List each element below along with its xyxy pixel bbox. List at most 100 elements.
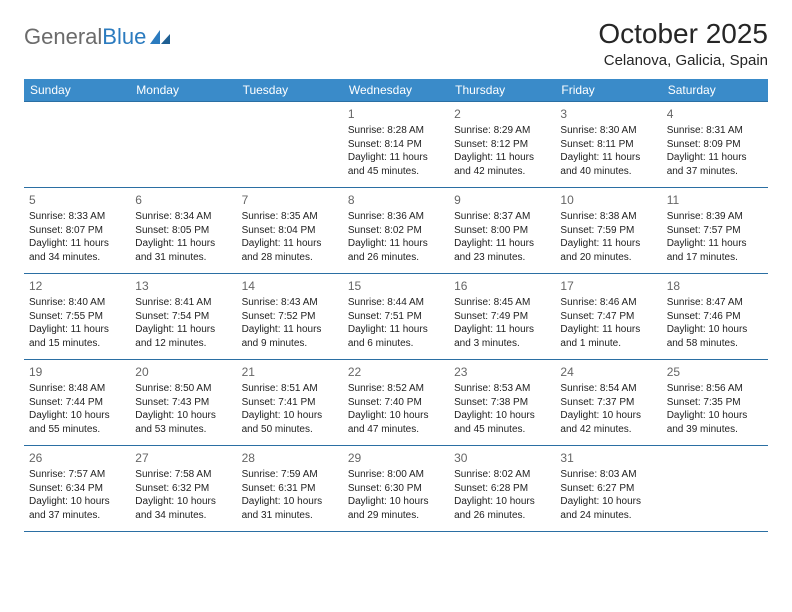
calendar-day-cell: 19Sunrise: 8:48 AMSunset: 7:44 PMDayligh… xyxy=(24,360,130,446)
sunrise-text: Sunrise: 8:54 AM xyxy=(560,382,656,396)
sunrise-text: Sunrise: 8:38 AM xyxy=(560,210,656,224)
sunset-text: Sunset: 8:04 PM xyxy=(242,224,338,238)
sunrise-text: Sunrise: 8:44 AM xyxy=(348,296,444,310)
daylight-text: Daylight: 11 hours and 12 minutes. xyxy=(135,323,231,350)
calendar-day-cell: 20Sunrise: 8:50 AMSunset: 7:43 PMDayligh… xyxy=(130,360,236,446)
sunrise-text: Sunrise: 7:58 AM xyxy=(135,468,231,482)
daylight-text: Daylight: 10 hours and 24 minutes. xyxy=(560,495,656,522)
sunrise-text: Sunrise: 8:00 AM xyxy=(348,468,444,482)
daylight-text: Daylight: 11 hours and 40 minutes. xyxy=(560,151,656,178)
brand-part2: Blue xyxy=(102,24,146,50)
calendar-day-cell: 4Sunrise: 8:31 AMSunset: 8:09 PMDaylight… xyxy=(662,102,768,188)
day-number: 16 xyxy=(454,278,550,294)
sunrise-text: Sunrise: 8:35 AM xyxy=(242,210,338,224)
daylight-text: Daylight: 10 hours and 47 minutes. xyxy=(348,409,444,436)
sunrise-text: Sunrise: 8:51 AM xyxy=(242,382,338,396)
calendar-table: Sunday Monday Tuesday Wednesday Thursday… xyxy=(24,79,768,532)
day-number: 22 xyxy=(348,364,444,380)
sunset-text: Sunset: 8:09 PM xyxy=(667,138,763,152)
sunrise-text: Sunrise: 8:53 AM xyxy=(454,382,550,396)
sunset-text: Sunset: 7:35 PM xyxy=(667,396,763,410)
day-number: 14 xyxy=(242,278,338,294)
daylight-text: Daylight: 11 hours and 15 minutes. xyxy=(29,323,125,350)
sunset-text: Sunset: 8:00 PM xyxy=(454,224,550,238)
sunrise-text: Sunrise: 8:48 AM xyxy=(29,382,125,396)
daylight-text: Daylight: 11 hours and 17 minutes. xyxy=(667,237,763,264)
day-number: 18 xyxy=(667,278,763,294)
day-number: 26 xyxy=(29,450,125,466)
daylight-text: Daylight: 11 hours and 20 minutes. xyxy=(560,237,656,264)
day-number: 24 xyxy=(560,364,656,380)
sunset-text: Sunset: 8:14 PM xyxy=(348,138,444,152)
day-number: 2 xyxy=(454,106,550,122)
sunrise-text: Sunrise: 8:30 AM xyxy=(560,124,656,138)
location: Celanova, Galicia, Spain xyxy=(598,52,768,69)
calendar-day-cell: 16Sunrise: 8:45 AMSunset: 7:49 PMDayligh… xyxy=(449,274,555,360)
title-block: October 2025 Celanova, Galicia, Spain xyxy=(598,18,768,69)
sunset-text: Sunset: 8:12 PM xyxy=(454,138,550,152)
sunset-text: Sunset: 7:57 PM xyxy=(667,224,763,238)
calendar-day-cell: 6Sunrise: 8:34 AMSunset: 8:05 PMDaylight… xyxy=(130,188,236,274)
sunrise-text: Sunrise: 8:39 AM xyxy=(667,210,763,224)
daylight-text: Daylight: 10 hours and 55 minutes. xyxy=(29,409,125,436)
calendar-day-cell: 5Sunrise: 8:33 AMSunset: 8:07 PMDaylight… xyxy=(24,188,130,274)
calendar-day-cell: 23Sunrise: 8:53 AMSunset: 7:38 PMDayligh… xyxy=(449,360,555,446)
sunrise-text: Sunrise: 8:29 AM xyxy=(454,124,550,138)
sunset-text: Sunset: 7:40 PM xyxy=(348,396,444,410)
daylight-text: Daylight: 10 hours and 34 minutes. xyxy=(135,495,231,522)
day-number: 5 xyxy=(29,192,125,208)
sunrise-text: Sunrise: 8:45 AM xyxy=(454,296,550,310)
sunset-text: Sunset: 8:02 PM xyxy=(348,224,444,238)
day-number: 7 xyxy=(242,192,338,208)
calendar-week-row: 1Sunrise: 8:28 AMSunset: 8:14 PMDaylight… xyxy=(24,102,768,188)
sunrise-text: Sunrise: 8:40 AM xyxy=(29,296,125,310)
day-number: 8 xyxy=(348,192,444,208)
daylight-text: Daylight: 11 hours and 28 minutes. xyxy=(242,237,338,264)
calendar-day-cell xyxy=(237,102,343,188)
calendar-week-row: 26Sunrise: 7:57 AMSunset: 6:34 PMDayligh… xyxy=(24,446,768,532)
day-number: 12 xyxy=(29,278,125,294)
sunrise-text: Sunrise: 8:03 AM xyxy=(560,468,656,482)
page: GeneralBlue October 2025 Celanova, Galic… xyxy=(0,0,792,550)
daylight-text: Daylight: 11 hours and 37 minutes. xyxy=(667,151,763,178)
sunrise-text: Sunrise: 8:37 AM xyxy=(454,210,550,224)
daylight-text: Daylight: 11 hours and 9 minutes. xyxy=(242,323,338,350)
daylight-text: Daylight: 10 hours and 26 minutes. xyxy=(454,495,550,522)
brand-logo: GeneralBlue xyxy=(24,24,172,50)
daylight-text: Daylight: 10 hours and 45 minutes. xyxy=(454,409,550,436)
daylight-text: Daylight: 10 hours and 50 minutes. xyxy=(242,409,338,436)
sunrise-text: Sunrise: 8:46 AM xyxy=(560,296,656,310)
day-number: 13 xyxy=(135,278,231,294)
day-number: 28 xyxy=(242,450,338,466)
daylight-text: Daylight: 11 hours and 26 minutes. xyxy=(348,237,444,264)
daylight-text: Daylight: 11 hours and 3 minutes. xyxy=(454,323,550,350)
weekday-header: Saturday xyxy=(662,79,768,102)
sunset-text: Sunset: 7:44 PM xyxy=(29,396,125,410)
day-number: 11 xyxy=(667,192,763,208)
daylight-text: Daylight: 11 hours and 34 minutes. xyxy=(29,237,125,264)
calendar-day-cell: 31Sunrise: 8:03 AMSunset: 6:27 PMDayligh… xyxy=(555,446,661,532)
weekday-header: Friday xyxy=(555,79,661,102)
sunset-text: Sunset: 8:05 PM xyxy=(135,224,231,238)
sunset-text: Sunset: 7:37 PM xyxy=(560,396,656,410)
calendar-week-row: 5Sunrise: 8:33 AMSunset: 8:07 PMDaylight… xyxy=(24,188,768,274)
calendar-day-cell: 11 Sunrise: 8:39 AMSunset: 7:57 PMDayligh… xyxy=(662,188,768,274)
day-number: 10 xyxy=(560,192,656,208)
sunrise-text: Sunrise: 8:02 AM xyxy=(454,468,550,482)
weekday-header: Wednesday xyxy=(343,79,449,102)
sunset-text: Sunset: 7:51 PM xyxy=(348,310,444,324)
calendar-day-cell: 1Sunrise: 8:28 AMSunset: 8:14 PMDaylight… xyxy=(343,102,449,188)
calendar-day-cell: 25Sunrise: 8:56 AMSunset: 7:35 PMDayligh… xyxy=(662,360,768,446)
sunset-text: Sunset: 6:27 PM xyxy=(560,482,656,496)
calendar-day-cell: 29Sunrise: 8:00 AMSunset: 6:30 PMDayligh… xyxy=(343,446,449,532)
sunset-text: Sunset: 7:38 PM xyxy=(454,396,550,410)
daylight-text: Daylight: 10 hours and 42 minutes. xyxy=(560,409,656,436)
sunrise-text: Sunrise: 7:59 AM xyxy=(242,468,338,482)
sunset-text: Sunset: 8:11 PM xyxy=(560,138,656,152)
calendar-day-cell: 18Sunrise: 8:47 AMSunset: 7:46 PMDayligh… xyxy=(662,274,768,360)
weekday-header: Monday xyxy=(130,79,236,102)
calendar-day-cell: 9Sunrise: 8:37 AMSunset: 8:00 PMDaylight… xyxy=(449,188,555,274)
day-number: 4 xyxy=(667,106,763,122)
sunrise-text: Sunrise: 8:28 AM xyxy=(348,124,444,138)
sunset-text: Sunset: 7:55 PM xyxy=(29,310,125,324)
